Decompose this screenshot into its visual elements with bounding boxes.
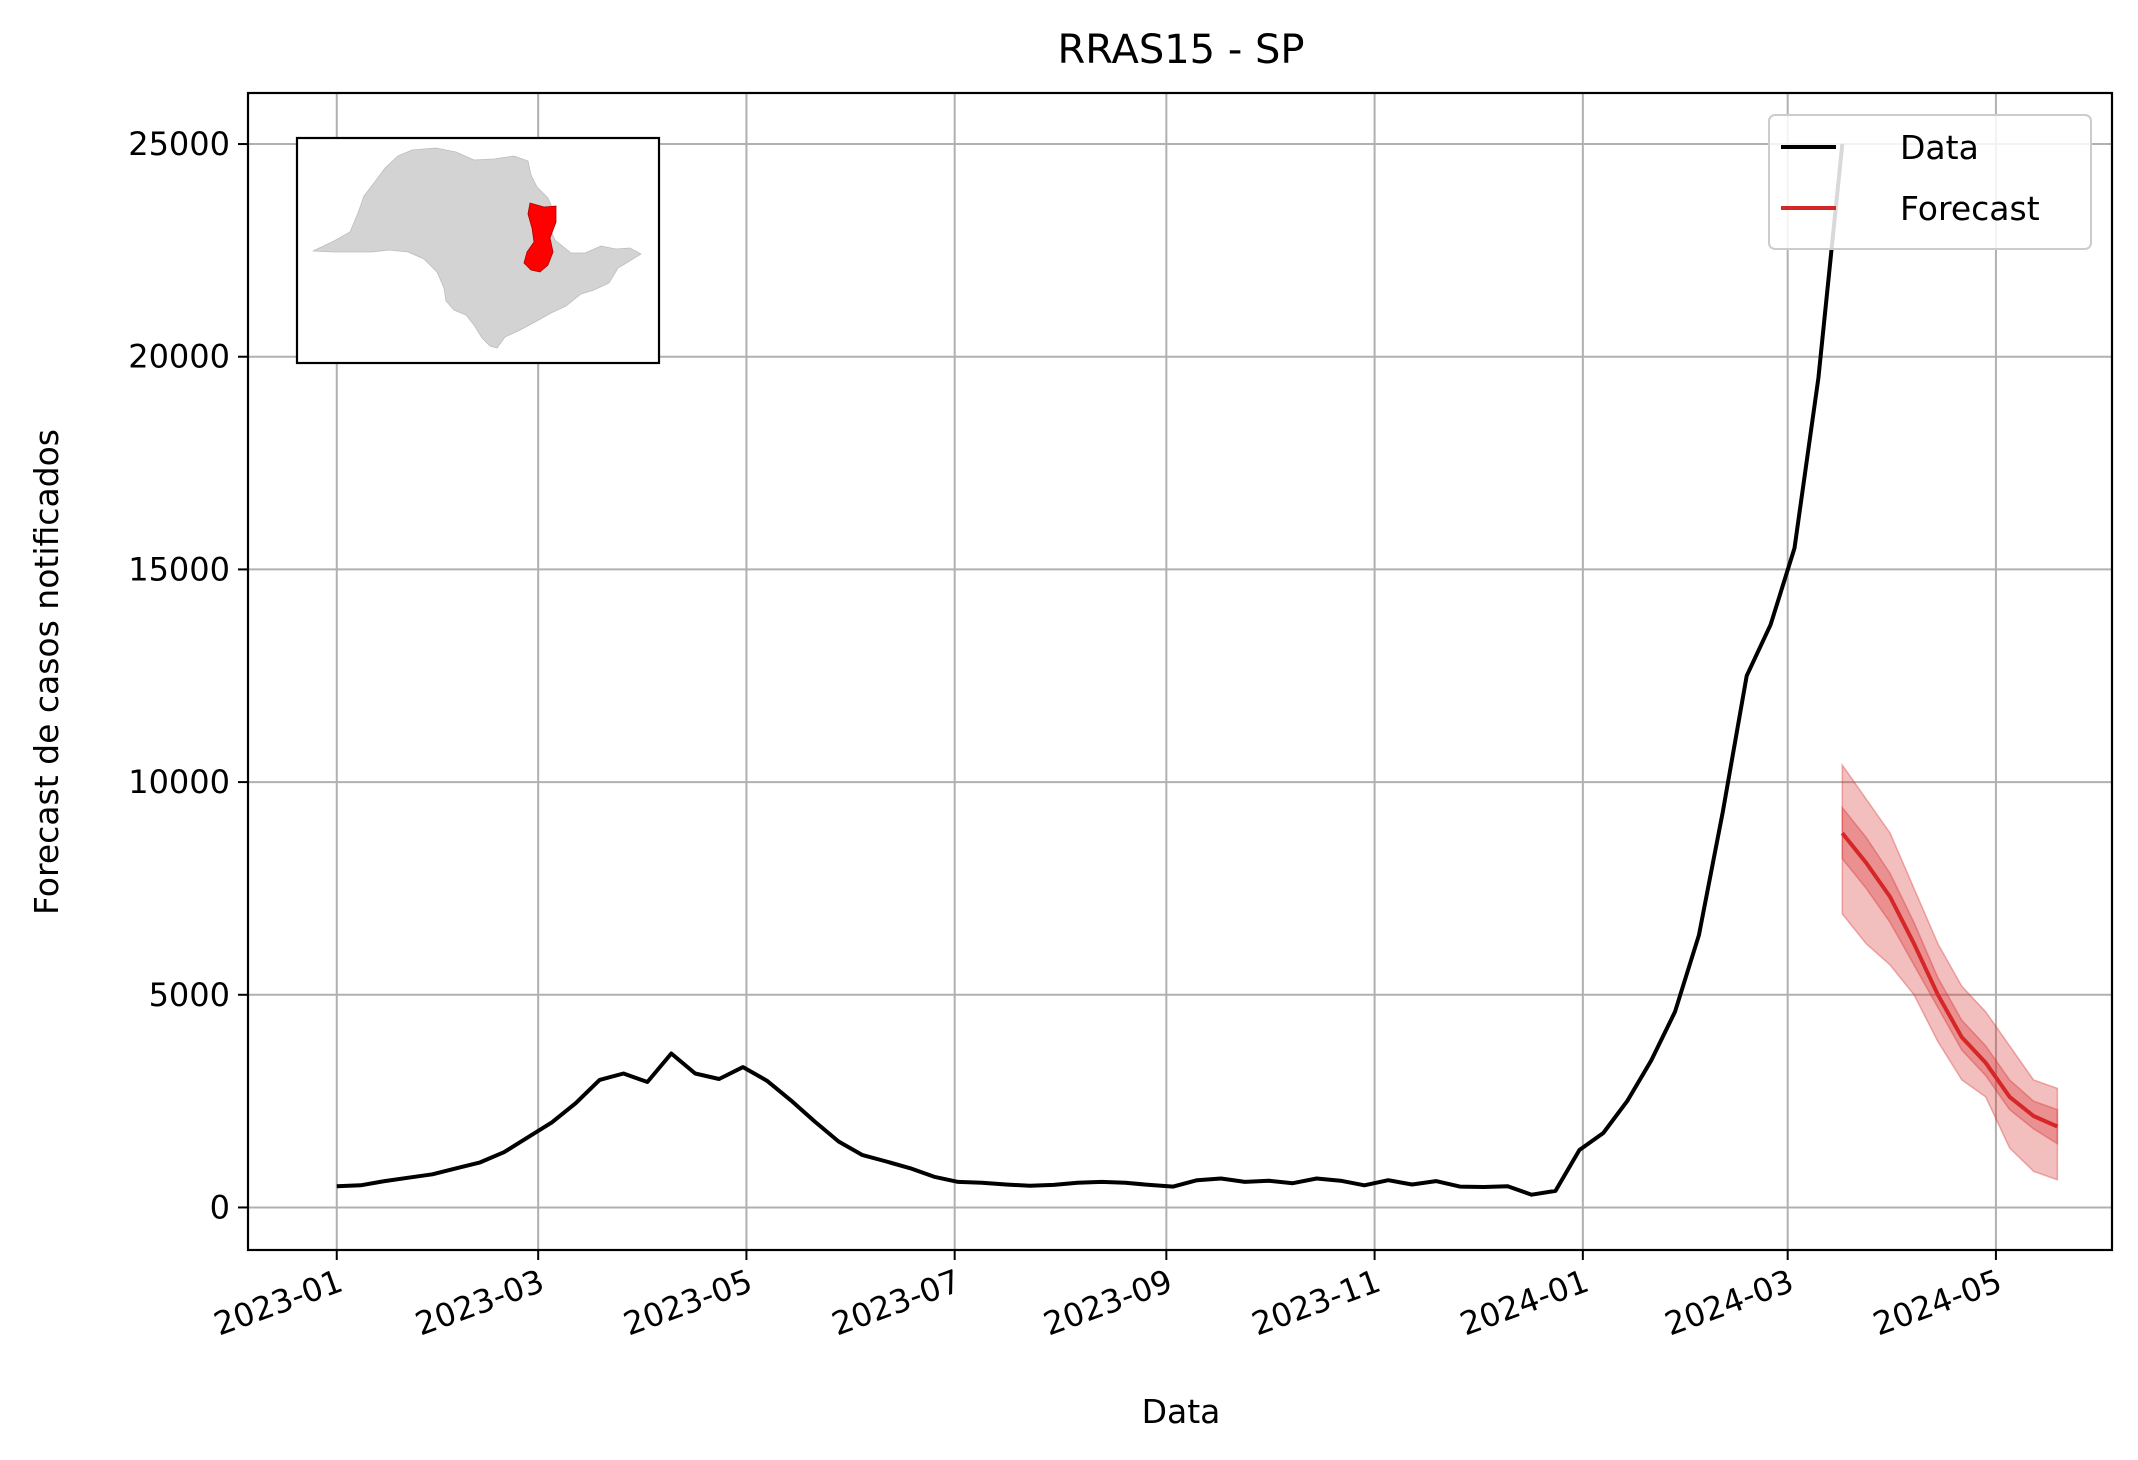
legend-box xyxy=(1768,114,2092,250)
forecast-inner-band xyxy=(1841,805,2059,1146)
y-tick-label: 10000 xyxy=(128,763,230,801)
y-tick-label: 20000 xyxy=(128,338,230,376)
legend-label-forecast: Forecast xyxy=(1900,189,2040,228)
series-line-forecast xyxy=(1840,831,2059,1129)
forecast-outer-band xyxy=(1841,762,2059,1181)
forecast-bands xyxy=(1841,762,2059,1181)
sao-paulo-state-map xyxy=(312,147,642,349)
y-axis-label: Forecast de casos notificados xyxy=(27,429,66,915)
y-tick-label: 5000 xyxy=(149,976,230,1014)
chart-title: RRAS15 - SP xyxy=(1058,27,1305,73)
legend-label-data: Data xyxy=(1900,128,1979,167)
y-tick-label: 0 xyxy=(210,1188,230,1226)
plot-frame xyxy=(246,91,2114,1252)
legend: Data Forecast xyxy=(1768,114,2092,250)
series-line-data xyxy=(336,143,1845,1197)
x-axis-label: Data xyxy=(1142,1392,1221,1431)
y-tick-label: 25000 xyxy=(128,125,230,163)
series-lines xyxy=(336,143,2059,1197)
y-tick-label: 15000 xyxy=(128,550,230,588)
map-inset xyxy=(295,136,661,365)
rras15-region-highlight xyxy=(523,202,557,273)
